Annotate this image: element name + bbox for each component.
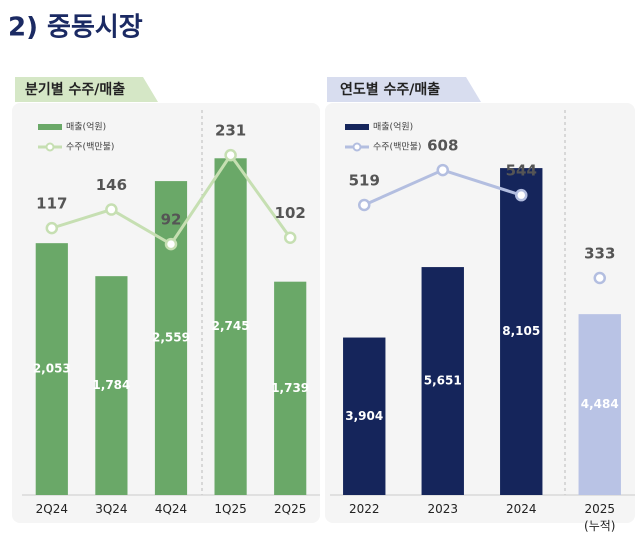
legend-swatch xyxy=(45,142,55,152)
bar xyxy=(214,158,247,495)
order-point xyxy=(164,237,178,251)
order-value-label: 231 xyxy=(215,122,246,140)
order-value-label: 146 xyxy=(96,176,127,194)
bar-value-label: 4,484 xyxy=(581,397,619,411)
order-value-label: 92 xyxy=(161,211,182,229)
legend-swatch xyxy=(345,124,369,130)
bar-value-label: 2,053 xyxy=(33,362,71,376)
bar xyxy=(343,337,386,495)
x-tick-label: 2Q24 xyxy=(35,502,68,516)
order-value-label: 544 xyxy=(506,162,537,180)
legend-label: 매출(억원) xyxy=(66,121,106,133)
order-point xyxy=(593,271,606,285)
legend-label: 매출(억원) xyxy=(373,121,413,133)
x-tick-label: 4Q24 xyxy=(154,502,188,516)
order-value-label: 117 xyxy=(36,195,67,213)
bar-value-label: 3,904 xyxy=(345,409,383,423)
order-point xyxy=(515,188,528,202)
bar xyxy=(35,243,68,495)
order-point xyxy=(358,198,371,212)
bar xyxy=(154,181,188,495)
tab-label: 분기별 수주/매출 xyxy=(25,81,125,98)
order-value-label: 608 xyxy=(427,137,458,155)
legend-label: 수주(백만불) xyxy=(66,142,114,153)
bar xyxy=(500,168,543,495)
order-value-label: 519 xyxy=(349,171,380,189)
bar-value-label: 5,651 xyxy=(424,374,462,388)
panel xyxy=(325,103,635,523)
x-tick-label: 3Q24 xyxy=(95,502,128,516)
x-tick-label: 1Q25 xyxy=(214,502,247,516)
x-tick-label: 2025 (누적) xyxy=(584,502,616,533)
order-point xyxy=(105,203,118,216)
bar xyxy=(95,276,128,495)
bar-value-label: 1,739 xyxy=(271,381,309,395)
legend-swatch xyxy=(352,142,362,152)
tab xyxy=(15,77,158,102)
bar xyxy=(421,267,464,495)
tab xyxy=(327,77,481,102)
bar xyxy=(578,314,621,495)
order-point xyxy=(45,221,59,235)
tab-label: 연도별 수주/매출 xyxy=(340,81,440,98)
order-point xyxy=(283,231,297,244)
bar-value-label: 1,784 xyxy=(92,378,130,392)
bar-value-label: 2,745 xyxy=(212,319,250,333)
legend-swatch xyxy=(38,124,62,130)
x-tick-label: 2023 xyxy=(427,502,459,516)
x-tick-label: 2022 xyxy=(348,502,380,516)
order-value-label: 333 xyxy=(584,244,615,262)
x-tick-label: 2Q25 xyxy=(274,502,307,516)
order-point xyxy=(224,148,237,162)
bar-value-label: 8,105 xyxy=(502,324,540,338)
bar-value-label: 2,559 xyxy=(152,331,190,345)
page-title: 2) 중동시장 xyxy=(8,13,143,43)
legend-label: 수주(백만불) xyxy=(373,142,421,153)
order-value-label: 102 xyxy=(275,204,306,222)
order-point xyxy=(436,163,449,177)
x-tick-label: 2024 xyxy=(505,502,537,516)
bar xyxy=(274,281,307,495)
